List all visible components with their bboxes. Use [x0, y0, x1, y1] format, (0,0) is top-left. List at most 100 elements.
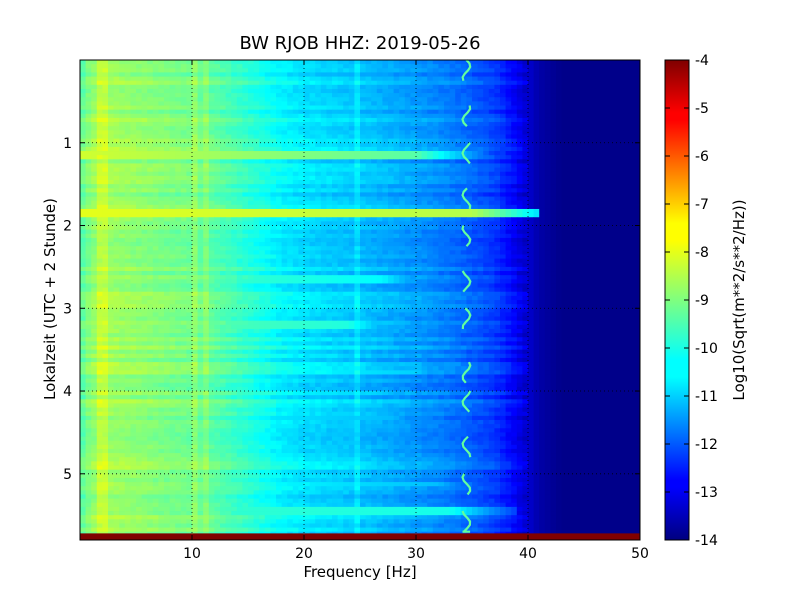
heatmap-cell	[152, 138, 159, 144]
heatmap-cell	[477, 180, 484, 185]
heatmap-cell	[466, 151, 473, 156]
heatmap-cell	[108, 93, 114, 98]
heatmap-cell	[175, 64, 182, 69]
heatmap-cell	[382, 192, 389, 197]
heatmap-cell	[85, 159, 92, 164]
heatmap-cell	[292, 76, 299, 82]
heatmap-cell	[136, 105, 142, 111]
heatmap-cell	[197, 117, 204, 123]
heatmap-cell	[242, 109, 249, 115]
heatmap-cell	[180, 126, 187, 131]
heatmap-cell	[281, 221, 288, 226]
heatmap-cell	[130, 134, 137, 140]
heatmap-cell	[460, 258, 467, 264]
heatmap-cell	[376, 167, 383, 173]
heatmap-cell	[80, 130, 86, 135]
heatmap-cell	[472, 88, 478, 94]
heatmap-cell	[309, 184, 316, 189]
heatmap-cell	[192, 151, 198, 156]
heatmap-cell	[612, 142, 618, 148]
heatmap-cell	[158, 151, 165, 156]
heatmap-cell	[169, 97, 176, 102]
heatmap-cell	[343, 68, 350, 73]
heatmap-cell	[628, 88, 635, 94]
heatmap-cell	[158, 113, 165, 119]
heatmap-cell	[595, 68, 602, 73]
heatmap-cell	[242, 167, 249, 173]
heatmap-cell	[477, 72, 484, 77]
heatmap-cell	[606, 242, 613, 247]
heatmap-cell	[388, 138, 394, 144]
heatmap-cell	[365, 134, 372, 140]
heatmap-cell	[634, 84, 641, 90]
heatmap-cell	[421, 196, 428, 202]
heatmap-cell	[248, 217, 254, 222]
heatmap-cell	[264, 97, 271, 102]
heatmap-cell	[416, 101, 422, 106]
heatmap-cell	[152, 200, 159, 206]
heatmap-cell	[595, 130, 602, 135]
heatmap-cell	[85, 113, 92, 119]
heatmap-cell	[522, 84, 529, 90]
heatmap-cell	[572, 208, 579, 214]
heatmap-cell	[253, 113, 260, 119]
heatmap-cell	[192, 208, 198, 214]
heatmap-cell	[158, 130, 165, 135]
heatmap-cell	[388, 188, 394, 193]
heatmap-cell	[533, 196, 540, 202]
heatmap-cell	[427, 262, 434, 268]
heatmap-cell	[298, 84, 305, 90]
heatmap-cell	[220, 101, 226, 106]
heatmap-cell	[326, 93, 333, 98]
heatmap-cell	[343, 155, 350, 160]
heatmap-cell	[556, 142, 562, 148]
heatmap-cell	[298, 76, 305, 82]
heatmap-cell	[488, 151, 495, 156]
heatmap-cell	[259, 171, 266, 177]
heatmap-cell	[158, 246, 165, 251]
heatmap-cell	[332, 258, 338, 264]
heatmap-cell	[421, 159, 428, 164]
heatmap-cell	[600, 254, 607, 260]
heatmap-cell	[556, 64, 562, 69]
heatmap-cell	[197, 225, 204, 231]
heatmap-cell	[460, 208, 467, 214]
heatmap-cell	[130, 113, 137, 119]
heatmap-cell	[124, 159, 131, 164]
heatmap-cell	[264, 130, 271, 135]
heatmap-cell	[80, 213, 86, 218]
heatmap-cell	[214, 109, 221, 115]
heatmap-cell	[589, 167, 596, 173]
heatmap-cell	[264, 84, 271, 90]
heatmap-cell	[186, 101, 193, 106]
heatmap-cell	[550, 217, 557, 222]
heatmap-cell	[242, 138, 249, 144]
heatmap-cell	[304, 84, 310, 90]
heatmap-cell	[595, 60, 602, 65]
heatmap-cell	[192, 72, 198, 77]
heatmap-cell	[500, 188, 506, 193]
heatmap-cell	[337, 184, 344, 189]
heatmap-cell	[623, 225, 630, 231]
heatmap-cell	[253, 237, 260, 243]
heatmap-cell	[376, 72, 383, 77]
heatmap-cell	[483, 213, 490, 218]
heatmap-cell	[410, 175, 417, 181]
heatmap-cell	[332, 192, 338, 197]
heatmap-cell	[421, 175, 428, 181]
heatmap-cell	[276, 84, 282, 90]
heatmap-cell	[332, 68, 338, 73]
heatmap-cell	[248, 113, 254, 119]
heatmap-cell	[231, 151, 238, 156]
heatmap-cell	[354, 200, 361, 206]
heatmap-cell	[600, 93, 607, 98]
heatmap-cell	[427, 88, 434, 94]
heatmap-cell	[432, 72, 439, 77]
heatmap-cell	[416, 84, 422, 90]
heatmap-cell	[304, 213, 310, 218]
heatmap-cell	[589, 225, 596, 231]
heatmap-cell	[113, 109, 120, 115]
heatmap-cell	[438, 122, 445, 127]
heatmap-cell	[455, 76, 462, 82]
heatmap-cell	[186, 134, 193, 140]
